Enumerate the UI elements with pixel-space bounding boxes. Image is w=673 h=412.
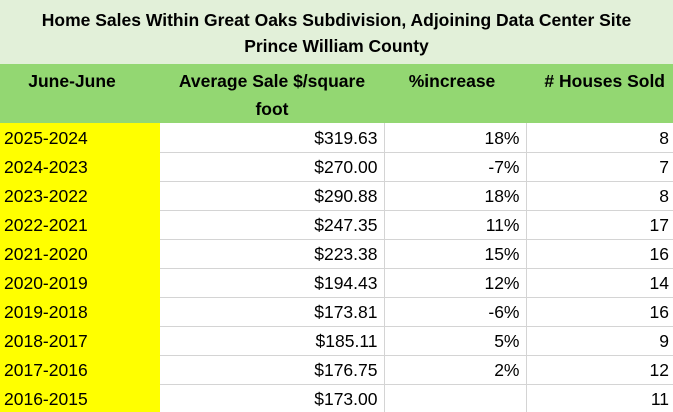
title-line-2: Prince William County <box>244 36 429 56</box>
table-body: 2025-2024 $319.63 18% 8 2024-2023 $270.0… <box>0 123 673 412</box>
cell-sold[interactable]: 11 <box>526 384 673 412</box>
table-row: 2024-2023 $270.00 -7% 7 <box>0 152 673 182</box>
home-sales-table: June-June Average Sale $/square foot %in… <box>0 64 673 412</box>
cell-price[interactable]: $247.35 <box>160 210 385 240</box>
cell-price[interactable]: $194.43 <box>160 268 385 298</box>
cell-increase[interactable]: 12% <box>384 268 527 298</box>
cell-period[interactable]: 2025-2024 <box>0 123 160 152</box>
cell-increase[interactable]: -7% <box>384 152 527 182</box>
header-period[interactable]: June-June <box>0 64 160 123</box>
cell-increase[interactable]: -6% <box>384 297 527 327</box>
cell-price[interactable]: $185.11 <box>160 326 385 356</box>
cell-period[interactable]: 2023-2022 <box>0 181 160 210</box>
cell-period[interactable]: 2020-2019 <box>0 268 160 297</box>
cell-increase[interactable]: 2% <box>384 355 527 385</box>
table-row: 2020-2019 $194.43 12% 14 <box>0 268 673 298</box>
cell-increase[interactable]: 11% <box>384 210 527 240</box>
cell-sold[interactable]: 9 <box>526 326 673 356</box>
cell-period[interactable]: 2017-2016 <box>0 355 160 384</box>
cell-period[interactable]: 2019-2018 <box>0 297 160 326</box>
cell-sold[interactable]: 8 <box>526 181 673 211</box>
header-average-price[interactable]: Average Sale $/square foot <box>160 64 384 123</box>
cell-increase[interactable]: 18% <box>384 181 527 211</box>
header-houses-sold[interactable]: # Houses Sold <box>526 64 673 123</box>
table-row: 2018-2017 $185.11 5% 9 <box>0 326 673 356</box>
cell-price[interactable]: $270.00 <box>160 152 385 182</box>
cell-sold[interactable]: 14 <box>526 268 673 298</box>
table-title: Home Sales Within Great Oaks Subdivision… <box>0 0 673 64</box>
cell-sold[interactable]: 16 <box>526 239 673 269</box>
cell-price[interactable]: $223.38 <box>160 239 385 269</box>
cell-price[interactable]: $173.00 <box>160 384 385 412</box>
cell-sold[interactable]: 16 <box>526 297 673 327</box>
header-row: June-June Average Sale $/square foot %in… <box>0 64 673 123</box>
cell-price[interactable]: $319.63 <box>160 123 385 153</box>
cell-increase[interactable]: 18% <box>384 123 527 153</box>
cell-increase[interactable] <box>384 384 527 412</box>
header-percent-increase[interactable]: %increase <box>384 64 526 123</box>
table-row: 2021-2020 $223.38 15% 16 <box>0 239 673 269</box>
table-row: 2017-2016 $176.75 2% 12 <box>0 355 673 385</box>
cell-sold[interactable]: 7 <box>526 152 673 182</box>
cell-increase[interactable]: 15% <box>384 239 527 269</box>
cell-period[interactable]: 2018-2017 <box>0 326 160 355</box>
cell-period[interactable]: 2024-2023 <box>0 152 160 181</box>
title-line-1: Home Sales Within Great Oaks Subdivision… <box>41 10 632 30</box>
table-row: 2019-2018 $173.81 -6% 16 <box>0 297 673 327</box>
cell-period[interactable]: 2016-2015 <box>0 384 160 412</box>
table-row: 2022-2021 $247.35 11% 17 <box>0 210 673 240</box>
table-row: 2023-2022 $290.88 18% 8 <box>0 181 673 211</box>
table-row: 2016-2015 $173.00 11 <box>0 384 673 412</box>
cell-increase[interactable]: 5% <box>384 326 527 356</box>
cell-sold[interactable]: 12 <box>526 355 673 385</box>
cell-sold[interactable]: 8 <box>526 123 673 153</box>
cell-price[interactable]: $173.81 <box>160 297 385 327</box>
table-row: 2025-2024 $319.63 18% 8 <box>0 123 673 153</box>
cell-price[interactable]: $176.75 <box>160 355 385 385</box>
cell-period[interactable]: 2021-2020 <box>0 239 160 268</box>
cell-sold[interactable]: 17 <box>526 210 673 240</box>
cell-period[interactable]: 2022-2021 <box>0 210 160 239</box>
cell-price[interactable]: $290.88 <box>160 181 385 211</box>
